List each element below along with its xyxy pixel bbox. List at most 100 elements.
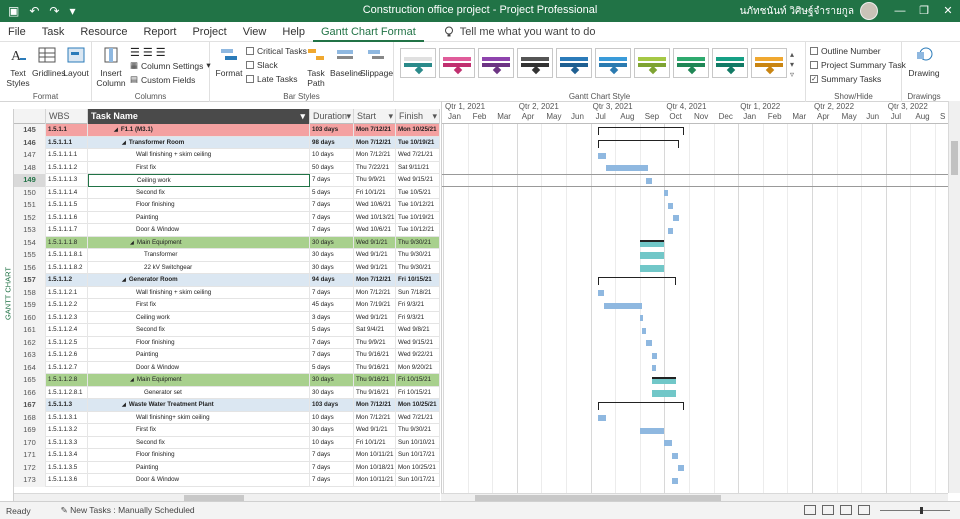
- chart-horizontal-scrollbar[interactable]: [441, 493, 948, 501]
- finish-cell[interactable]: Sun 7/18/21: [396, 286, 440, 299]
- tab-file[interactable]: File: [8, 25, 26, 38]
- table-row[interactable]: 169 1.5.1.1.3.2 First fix 30 days Wed 9/1/21…: [14, 424, 440, 437]
- task-name-cell[interactable]: Second fix: [88, 324, 310, 337]
- task-name-cell[interactable]: Door & Window: [88, 474, 310, 487]
- finish-cell[interactable]: Sat 9/11/21: [396, 161, 440, 174]
- start-cell[interactable]: Fri 10/1/21: [354, 186, 396, 199]
- task-name-cell[interactable]: Floor finishing: [88, 199, 310, 212]
- task-name-cell[interactable]: Transformer: [88, 249, 310, 262]
- summary-bar[interactable]: [598, 127, 684, 135]
- start-cell[interactable]: Thu 9/16/21: [354, 386, 396, 399]
- wbs-cell[interactable]: 1.5.1.1.2.3: [46, 311, 88, 324]
- task-bar[interactable]: [641, 327, 646, 334]
- start-cell[interactable]: Wed 10/13/21: [354, 211, 396, 224]
- new-tasks-mode[interactable]: ✎ New Tasks : Manually Scheduled: [60, 505, 195, 515]
- table-row[interactable]: 145 1.5.1.1 ◢ F1.1 (M3.1) 103 days Mon 7/12/2…: [14, 124, 440, 137]
- task-bar[interactable]: [677, 465, 684, 471]
- task-name-cell[interactable]: Wall finishing + skim ceiling: [88, 149, 310, 162]
- table-row[interactable]: 162 1.5.1.1.2.5 Floor finishing 7 days Thu 9…: [14, 336, 440, 349]
- gantt-style-swatch[interactable]: [556, 48, 592, 78]
- gantt-style-swatch[interactable]: [751, 48, 787, 78]
- vertical-scroll-thumb[interactable]: [951, 141, 958, 175]
- table-row[interactable]: 149 1.5.1.1.1.3 Ceiling work 7 days Thu 9/9/…: [14, 174, 440, 187]
- collapse-triangle-icon[interactable]: ◢: [130, 377, 134, 383]
- tab-help[interactable]: Help: [282, 25, 305, 38]
- row-number[interactable]: 161: [14, 324, 46, 337]
- gallery-scroll[interactable]: ▴ ▾ ▿: [790, 50, 795, 79]
- row-number[interactable]: 152: [14, 211, 46, 224]
- row-number[interactable]: 151: [14, 199, 46, 212]
- finish-cell[interactable]: Fri 10/15/21: [396, 274, 440, 287]
- task-name-cell[interactable]: Painting: [88, 461, 310, 474]
- table-row[interactable]: 164 1.5.1.1.2.7 Door & Window 5 days Thu 9/1…: [14, 361, 440, 374]
- row-number[interactable]: 164: [14, 361, 46, 374]
- wbs-cell[interactable]: 1.5.1.1.3: [46, 399, 88, 412]
- summary-bar[interactable]: [598, 139, 680, 148]
- task-name-cell[interactable]: Wall finishing + skim ceiling: [88, 286, 310, 299]
- gantt-style-swatch[interactable]: [439, 48, 475, 78]
- gantt-style-swatch[interactable]: [595, 48, 631, 78]
- duration-cell[interactable]: 7 days: [310, 211, 354, 224]
- gantt-view-icon[interactable]: [804, 505, 816, 515]
- duration-cell[interactable]: 7 days: [310, 336, 354, 349]
- task-bar[interactable]: [639, 427, 664, 434]
- row-number[interactable]: 170: [14, 436, 46, 449]
- finish-cell[interactable]: Wed 7/21/21: [396, 149, 440, 162]
- wbs-cell[interactable]: 1.5.1.1.1.8: [46, 236, 88, 249]
- zoom-slider-knob[interactable]: [920, 507, 923, 514]
- task-name-cell[interactable]: ◢ Main Equipment: [88, 236, 310, 249]
- duration-cell[interactable]: 103 days: [310, 124, 354, 137]
- table-row[interactable]: 154 1.5.1.1.1.8 ◢ Main Equipment 30 days Wed …: [14, 236, 440, 249]
- project-summary-task-checkbox[interactable]: Project Summary Task: [810, 60, 906, 70]
- finish-cell[interactable]: Mon 10/25/21: [396, 461, 440, 474]
- close-button[interactable]: ✕: [943, 5, 953, 17]
- column-header-wbs[interactable]: WBS: [46, 109, 88, 124]
- tab-task[interactable]: Task: [41, 25, 65, 38]
- start-cell[interactable]: Mon 10/11/21: [354, 449, 396, 462]
- wbs-cell[interactable]: 1.5.1.1.3.5: [46, 461, 88, 474]
- table-scroll-thumb[interactable]: [184, 495, 244, 501]
- collapse-triangle-icon[interactable]: ◢: [122, 277, 126, 283]
- wbs-cell[interactable]: 1.5.1.1: [46, 124, 88, 137]
- tab-gantt-chart-format[interactable]: Gantt Chart Format: [313, 22, 424, 42]
- duration-cell[interactable]: 7 days: [310, 286, 354, 299]
- task-bar[interactable]: [598, 415, 607, 421]
- task-name-cell[interactable]: Generator set: [88, 386, 310, 399]
- align-left-icon[interactable]: ☰: [130, 47, 140, 59]
- duration-cell[interactable]: 50 days: [310, 161, 354, 174]
- task-name-cell[interactable]: Second fix: [88, 436, 310, 449]
- duration-cell[interactable]: 5 days: [310, 361, 354, 374]
- table-row[interactable]: 156 1.5.1.1.1.8.2 22 kV Switchgear 30 days W…: [14, 261, 440, 274]
- start-cell[interactable]: Wed 10/6/21: [354, 224, 396, 237]
- row-number[interactable]: 148: [14, 161, 46, 174]
- task-bar[interactable]: [667, 227, 674, 234]
- start-cell[interactable]: Thu 9/9/21: [354, 174, 396, 187]
- table-row[interactable]: 146 1.5.1.1.1 ◢ Transformer Room 98 days Mon …: [14, 136, 440, 149]
- column-header-duration[interactable]: Duration ▾: [310, 109, 354, 124]
- task-name-cell[interactable]: Door & Window: [88, 224, 310, 237]
- table-row[interactable]: 166 1.5.1.1.2.8.1 Generator set 30 days Thu …: [14, 386, 440, 399]
- gridlines-button[interactable]: Gridlines: [32, 46, 66, 78]
- collapse-triangle-icon[interactable]: ◢: [122, 139, 126, 146]
- start-cell[interactable]: Mon 7/12/21: [354, 286, 396, 299]
- task-name-cell[interactable]: 22 kV Switchgear: [88, 261, 310, 274]
- column-header-task-name[interactable]: Task Name ▾: [88, 109, 310, 124]
- finish-cell[interactable]: Thu 9/30/21: [396, 261, 440, 274]
- row-number[interactable]: 150: [14, 186, 46, 199]
- row-number[interactable]: 146: [14, 136, 46, 149]
- start-cell[interactable]: Thu 9/16/21: [354, 374, 396, 387]
- table-row[interactable]: 153 1.5.1.1.1.7 Door & Window 7 days Wed 10/…: [14, 224, 440, 237]
- wbs-cell[interactable]: 1.5.1.1.2.4: [46, 324, 88, 337]
- table-row[interactable]: 152 1.5.1.1.1.6 Painting 7 days Wed 10/13/21…: [14, 211, 440, 224]
- start-cell[interactable]: Wed 9/1/21: [354, 311, 396, 324]
- start-cell[interactable]: Mon 7/12/21: [354, 124, 396, 137]
- equipment-task-bar[interactable]: [639, 264, 664, 272]
- table-row[interactable]: 163 1.5.1.1.2.6 Painting 7 days Thu 9/16/21 W…: [14, 349, 440, 362]
- finish-cell[interactable]: Fri 9/3/21: [396, 299, 440, 312]
- duration-cell[interactable]: 7 days: [310, 174, 354, 187]
- wbs-cell[interactable]: 1.5.1.1.1.5: [46, 199, 88, 212]
- task-name-cell[interactable]: ◢ Main Equipment: [88, 374, 310, 387]
- finish-cell[interactable]: Fri 10/15/21: [396, 386, 440, 399]
- summary-tasks-checkbox[interactable]: ✓ Summary Tasks: [810, 74, 882, 84]
- wbs-cell[interactable]: 1.5.1.1.1: [46, 136, 88, 149]
